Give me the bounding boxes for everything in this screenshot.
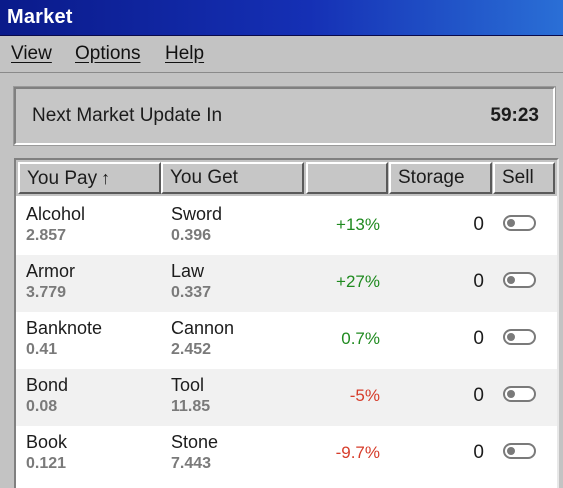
sell-toggle[interactable] [503, 329, 536, 345]
pay-item-value: 0.08 [26, 398, 58, 415]
price-change: 0.7% [341, 329, 380, 348]
sell-toggle[interactable] [503, 215, 536, 231]
get-item-name: Sword [171, 204, 223, 224]
get-item-value: 11.85 [171, 398, 211, 415]
table-row[interactable]: Bond 0.08 Tool 11.85 -5% 0 [16, 369, 557, 426]
get-item-value: 2.452 [171, 341, 212, 358]
pay-item-value: 2.857 [26, 227, 67, 244]
get-item-value: 0.337 [171, 284, 212, 301]
window-title: Market [7, 6, 73, 28]
table-row[interactable]: Alcohol 2.857 Sword 0.396 +13% 0 [16, 198, 557, 255]
header-you-pay-label: You Pay [27, 168, 98, 189]
price-change: -9.7% [335, 443, 380, 462]
header-sell[interactable]: Sell [493, 162, 555, 194]
market-update-timer: 59:23 [490, 105, 539, 126]
toggle-knob-icon [507, 333, 515, 341]
pay-item-name: Bond [26, 375, 69, 395]
pay-item-name: Alcohol [26, 204, 86, 224]
table-header: You Pay ↑ You Get Storage Sell [16, 160, 557, 196]
table-row[interactable]: Armor 3.779 Law 0.337 +27% 0 [16, 255, 557, 312]
market-update-panel: Next Market Update In 59:23 [13, 86, 556, 146]
header-sell-label: Sell [502, 167, 534, 188]
pay-item-name: Banknote [26, 318, 103, 338]
menu-options[interactable]: Options [75, 43, 141, 64]
toggle-knob-icon [507, 219, 515, 227]
sell-toggle[interactable] [503, 386, 536, 402]
pay-item-name: Armor [26, 261, 75, 281]
get-item-name: Cannon [171, 318, 235, 338]
pay-item-value: 0.41 [26, 341, 58, 358]
pay-item-value: 3.779 [26, 284, 67, 301]
price-change: -5% [349, 386, 380, 405]
menu-view[interactable]: View [11, 43, 52, 64]
market-table: You Pay ↑ You Get Storage Sell Alcohol 2.… [14, 158, 559, 488]
storage-count: 0 [473, 271, 484, 292]
toggle-knob-icon [507, 447, 515, 455]
get-item-value: 0.396 [171, 227, 212, 244]
storage-count: 0 [473, 442, 484, 463]
header-you-get-label: You Get [170, 167, 238, 188]
sort-up-arrow-icon: ↑ [101, 168, 111, 188]
get-item-value: 7.443 [171, 455, 212, 472]
sell-toggle[interactable] [503, 443, 536, 459]
storage-count: 0 [473, 214, 484, 235]
toggle-knob-icon [507, 390, 515, 398]
market-update-label: Next Market Update In [32, 105, 223, 126]
pay-item-name: Book [26, 432, 68, 452]
storage-count: 0 [473, 328, 484, 349]
get-item-name: Law [171, 261, 205, 281]
title-bar[interactable]: Market [0, 0, 563, 36]
table-row[interactable]: Book 0.121 Stone 7.443 -9.7% 0 [16, 426, 557, 483]
table-row[interactable]: Banknote 0.41 Cannon 2.452 0.7% 0 [16, 312, 557, 369]
header-you-pay[interactable]: You Pay ↑ [18, 162, 161, 194]
header-storage-label: Storage [398, 167, 465, 188]
sell-toggle[interactable] [503, 272, 536, 288]
get-item-name: Tool [171, 375, 205, 395]
menu-bar: View Options Help [0, 36, 563, 73]
header-you-get[interactable]: You Get [161, 162, 304, 194]
pay-item-value: 0.121 [26, 455, 67, 472]
storage-count: 0 [473, 385, 484, 406]
toggle-knob-icon [507, 276, 515, 284]
get-item-name: Stone [171, 432, 219, 452]
header-change[interactable] [306, 162, 388, 194]
price-change: +27% [336, 272, 380, 291]
menu-help[interactable]: Help [165, 43, 205, 64]
header-storage[interactable]: Storage [389, 162, 492, 194]
price-change: +13% [336, 215, 380, 234]
